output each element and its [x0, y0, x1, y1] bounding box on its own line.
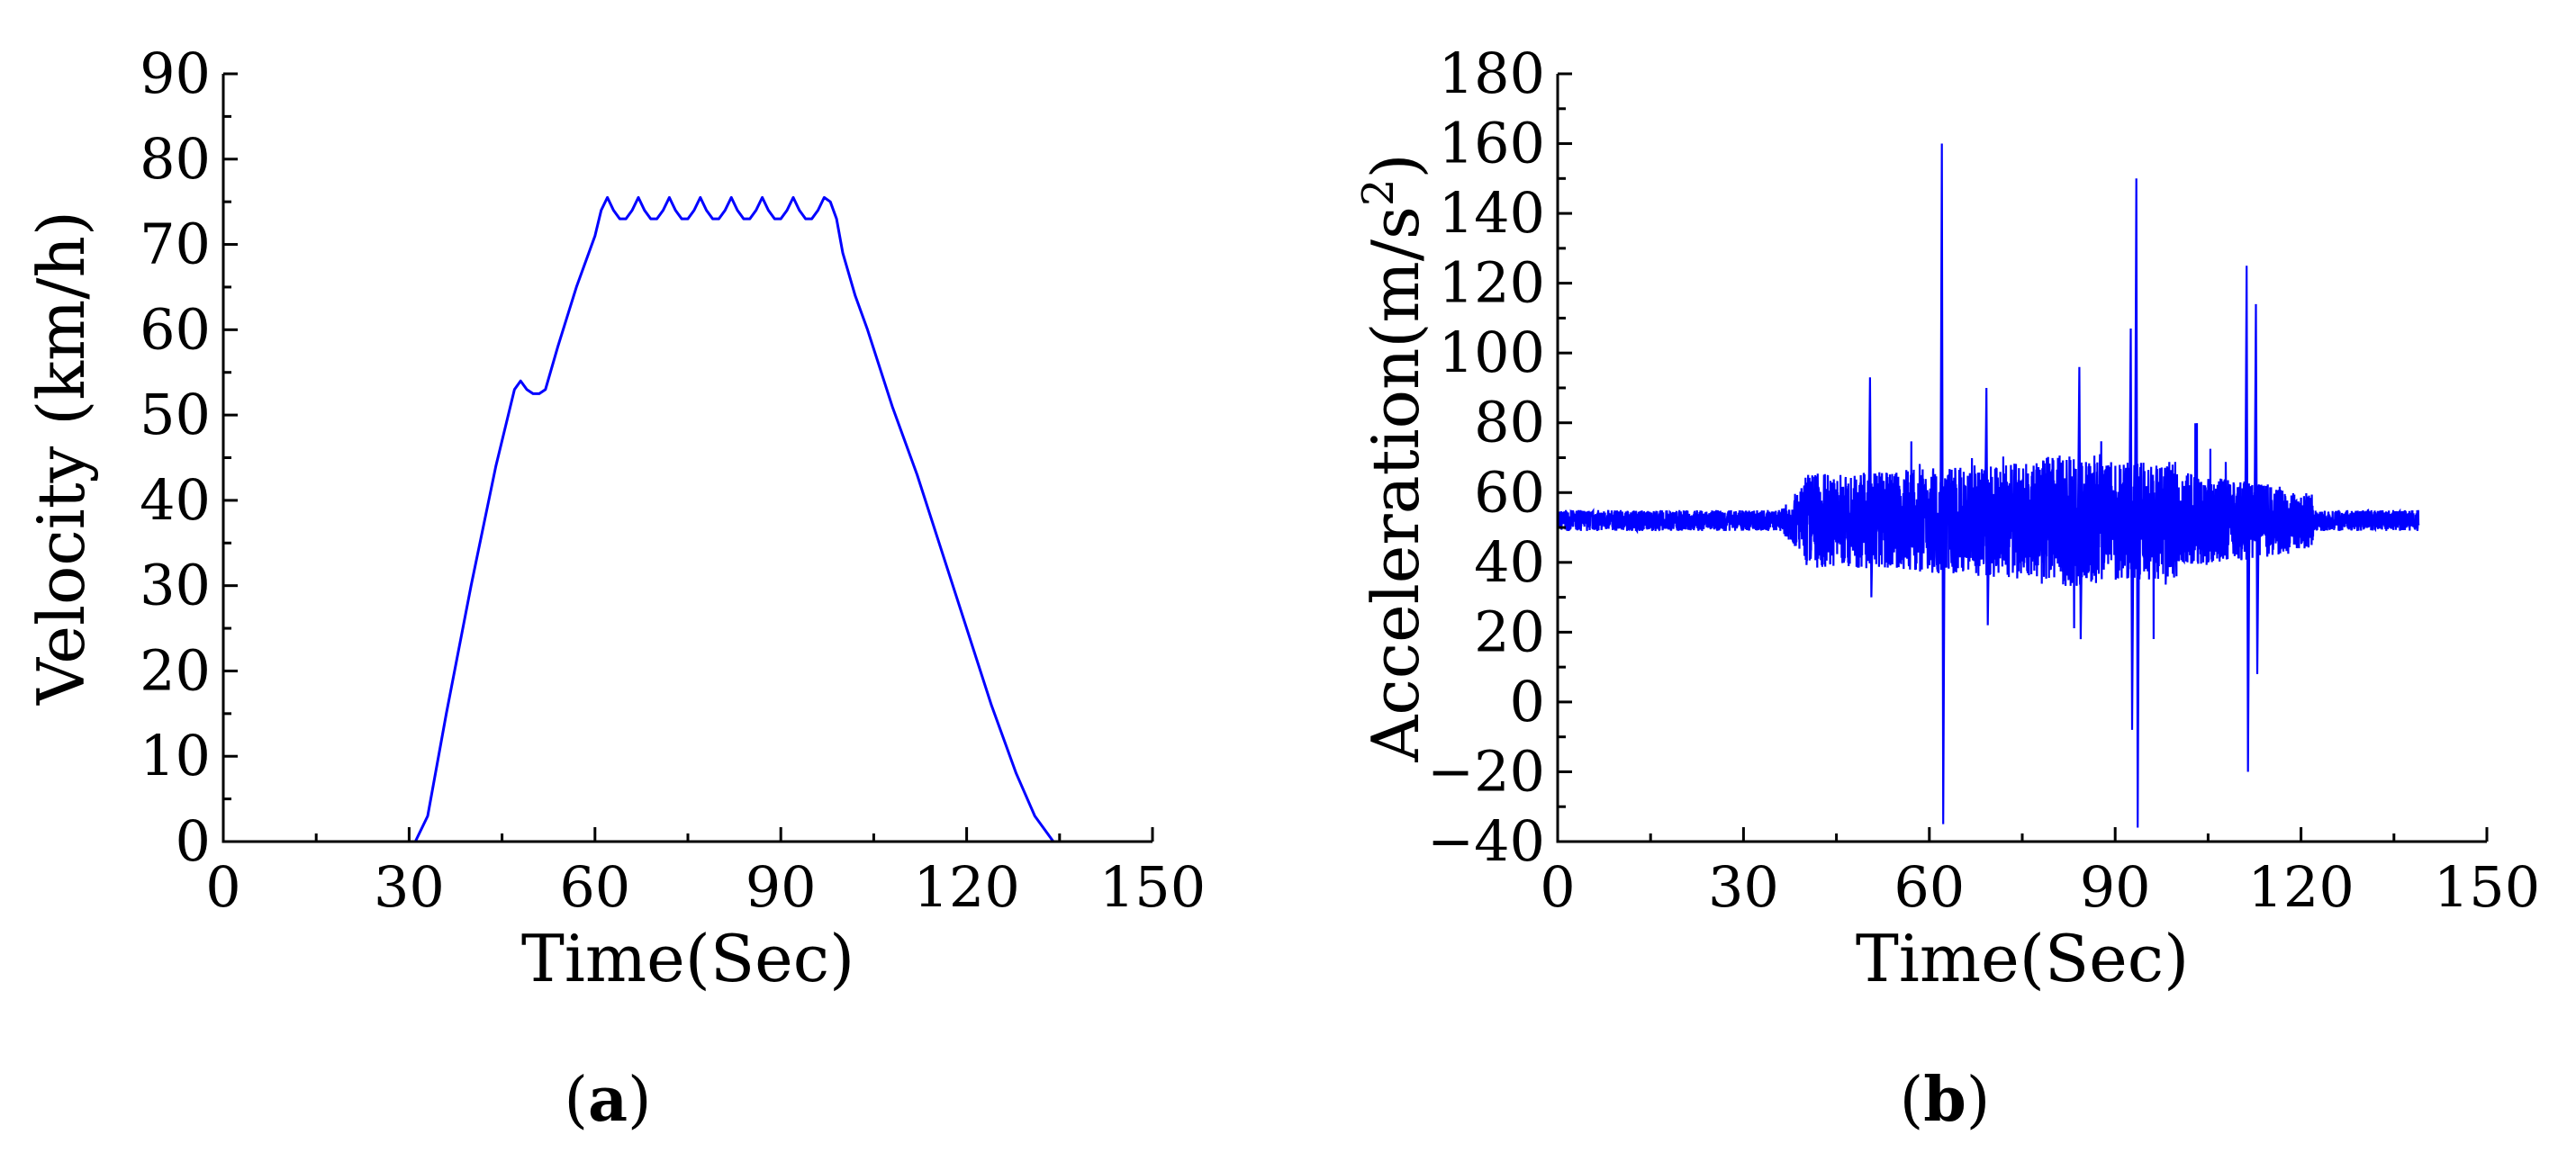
y-tick-label: 80: [1474, 390, 1545, 455]
y-tick-label: −20: [1427, 738, 1545, 804]
x-tick-label: 150: [2434, 854, 2540, 920]
velocity-chart-axes: [221, 74, 1152, 843]
velocity-line: [223, 195, 1060, 843]
panel-letter: a: [588, 1064, 628, 1136]
y-tick-label: 180: [1439, 41, 1545, 106]
y-tick-label: 50: [140, 382, 211, 447]
acceleration-spike: [1939, 143, 1946, 824]
y-axis-title-superscript: 2: [1353, 179, 1404, 207]
x-tick-label: 60: [1894, 854, 1965, 920]
y-tick-label: 140: [1439, 180, 1545, 246]
velocity-chart: 0 10 20 30 40 50 60 70 80 90 0 30 60 90 120 150 Time(Se…: [23, 41, 1206, 1136]
acceleration-spike: [2076, 366, 2083, 640]
acceleration-series: [1556, 143, 2420, 828]
y-tick-label: 20: [1474, 599, 1545, 664]
x-tick-label: 30: [1708, 854, 1779, 920]
velocity-series: [223, 195, 1060, 843]
velocity-chart-y-axis-title: Velocity (km/h): [23, 211, 99, 706]
x-tick-label: 120: [2247, 854, 2354, 920]
x-tick-label: 120: [913, 854, 1019, 920]
panel-letter: b: [1923, 1064, 1966, 1136]
panel-paren-open: (: [564, 1065, 588, 1136]
y-tick-label: 40: [140, 467, 211, 533]
acceleration-chart-axes: [1556, 74, 2487, 843]
panel-paren-open: (: [1900, 1065, 1924, 1136]
panel-label-b: (b): [1900, 1064, 1991, 1136]
y-tick-label: −40: [1427, 808, 1545, 874]
x-tick-label: 0: [205, 854, 240, 920]
velocity-chart-ticks: 0 10 20 30 40 50 60 70 80 90 0 30 60 90 120 150: [140, 41, 1206, 920]
acceleration-spike: [2253, 303, 2260, 674]
y-tick-label: 90: [140, 41, 211, 106]
x-tick-label: 90: [2080, 854, 2151, 920]
x-tick-label: 90: [746, 854, 817, 920]
panel-label-a: (a): [564, 1064, 651, 1136]
y-tick-label: 70: [140, 212, 211, 277]
acceleration-spike: [2244, 266, 2251, 772]
acceleration-chart-y-axis-title: Acceleration(m/s2): [1353, 153, 1433, 762]
y-tick-label: 60: [140, 296, 211, 362]
panel-paren-close: ): [1966, 1065, 1991, 1136]
y-tick-label: 30: [140, 553, 211, 618]
x-tick-label: 0: [1540, 854, 1575, 920]
acceleration-spike: [2128, 328, 2135, 730]
y-tick-label: 40: [1474, 529, 1545, 595]
y-tick-label: 120: [1439, 250, 1545, 316]
y-tick-label: 10: [140, 723, 211, 788]
y-axis-title-end: ): [1358, 153, 1433, 178]
acceleration-spike: [2134, 178, 2140, 828]
y-tick-label: 100: [1439, 320, 1545, 385]
y-tick-label: 160: [1439, 111, 1545, 176]
velocity-chart-x-axis-title: Time(Sec): [521, 921, 854, 996]
acceleration-spike: [1867, 377, 1874, 598]
acceleration-spike: [1984, 387, 1991, 626]
x-tick-label: 60: [559, 854, 630, 920]
acceleration-chart-x-axis-title: Time(Sec): [1856, 921, 2189, 996]
x-tick-label: 30: [374, 854, 445, 920]
y-tick-label: 80: [140, 126, 211, 192]
x-tick-label: 150: [1099, 854, 1206, 920]
y-tick-label: 0: [176, 808, 211, 874]
panel-paren-close: ): [628, 1065, 652, 1136]
y-tick-label: 60: [1474, 459, 1545, 525]
y-tick-label: 20: [140, 637, 211, 703]
y-tick-label: 0: [1510, 669, 1545, 734]
